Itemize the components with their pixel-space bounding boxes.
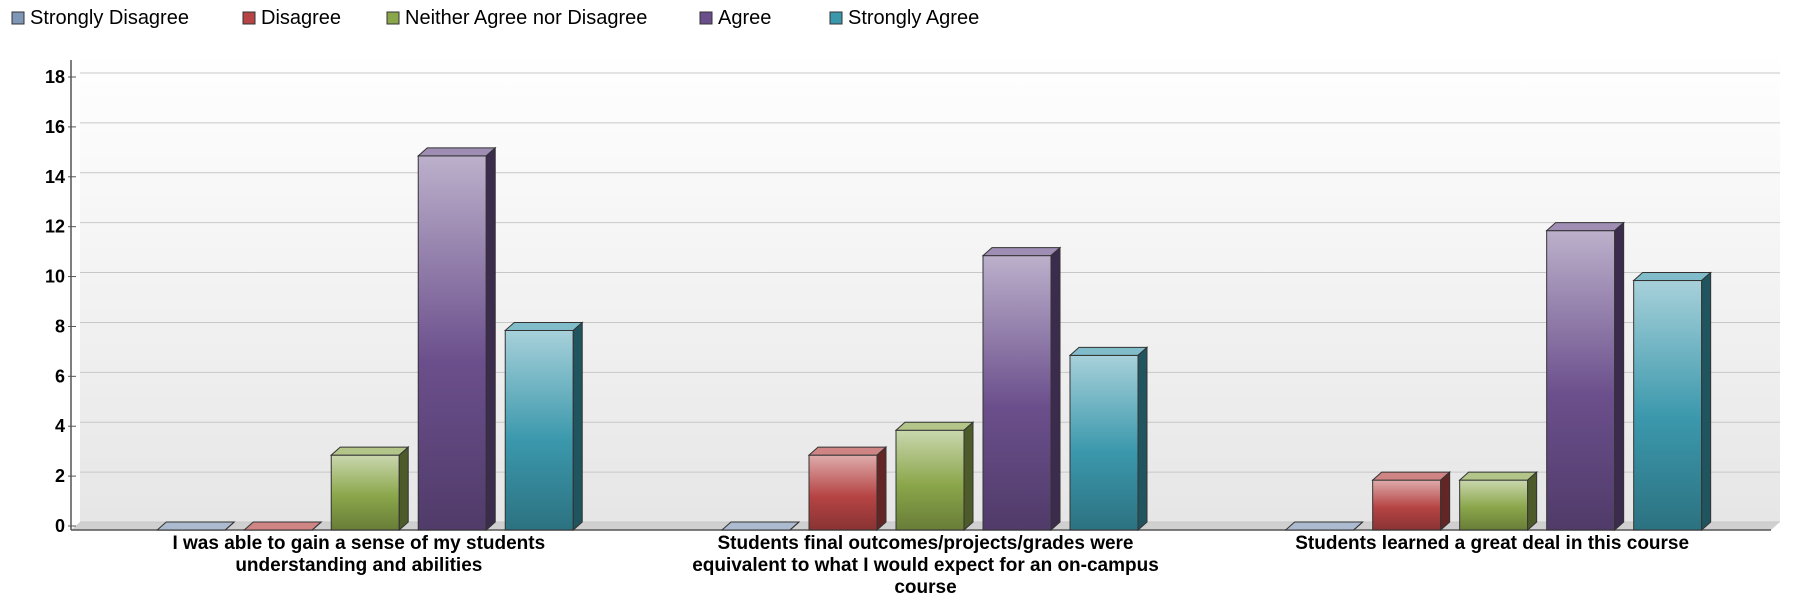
- bar-side: [789, 521, 800, 531]
- bar-side: [485, 146, 496, 532]
- bar-agree-cat-3: [1545, 221, 1625, 532]
- bar-side: [398, 446, 409, 532]
- category-label-line: Students learned a great deal in this co…: [1295, 533, 1689, 554]
- bar-strongly-agree-cat-3: [1632, 271, 1712, 532]
- y-tick-label: 18: [45, 67, 65, 87]
- bar-top: [1632, 272, 1712, 282]
- bar-top: [981, 247, 1062, 257]
- bar-strongly-agree-cat-2: [1068, 346, 1149, 532]
- category-label-line: I was able to gain a sense of my student…: [172, 533, 545, 554]
- category-label-line: course: [894, 577, 956, 598]
- bar-front: [417, 155, 487, 531]
- legend-item-disagree: Disagree: [242, 7, 341, 29]
- y-tick-label: 6: [55, 366, 65, 386]
- bar-strongly-disagree-cat-3: [1284, 521, 1364, 531]
- bar-top: [242, 521, 323, 531]
- bar-top: [155, 521, 236, 531]
- bar-front: [982, 255, 1052, 531]
- bar-side: [876, 446, 887, 532]
- bar-strongly-agree-cat-1: [503, 321, 584, 532]
- bar-side: [224, 521, 235, 531]
- bar-top: [503, 321, 584, 331]
- bar-front: [1372, 479, 1442, 531]
- bar-side: [1614, 221, 1625, 532]
- bar-strongly-disagree-cat-1: [155, 521, 236, 531]
- bar-side: [1440, 470, 1451, 532]
- y-tick-label: 14: [45, 167, 65, 187]
- legend-label: Neither Agree nor Disagree: [405, 7, 647, 29]
- bar-top: [1458, 471, 1538, 481]
- legend-label: Disagree: [261, 7, 341, 29]
- y-tick-label: 8: [55, 316, 65, 336]
- bar-side: [963, 421, 974, 532]
- bar-side: [1137, 346, 1148, 532]
- category-label-line: understanding and abilities: [235, 555, 482, 576]
- legend-swatch: [699, 11, 713, 25]
- bar-front: [1459, 479, 1529, 531]
- bar-top: [416, 147, 497, 157]
- bar-neither-agree-nor-disagree-cat-1: [329, 446, 410, 532]
- y-tick-label: 10: [45, 267, 65, 287]
- y-tick-label: 16: [45, 117, 65, 137]
- bar-top: [807, 446, 888, 456]
- legend-swatch: [829, 11, 843, 25]
- bar-front: [1546, 230, 1616, 531]
- category-label-line: Students final outcomes/projects/grades …: [718, 533, 1134, 554]
- bar-side: [1527, 470, 1538, 532]
- legend-label: Strongly Disagree: [30, 7, 189, 29]
- bar-disagree-cat-3: [1371, 470, 1451, 532]
- legend-label: Agree: [718, 7, 771, 29]
- bar-side: [572, 321, 583, 532]
- legend-swatch: [242, 11, 256, 25]
- bar-front: [1069, 354, 1139, 531]
- bar-side: [1353, 521, 1363, 531]
- legend: Strongly Disagree Disagree Neither Agree n…: [11, 7, 979, 29]
- legend-item-agree: Agree: [699, 7, 771, 29]
- bar-neither-agree-nor-disagree-cat-2: [894, 421, 975, 532]
- category-label-1: I was able to gain a sense of my student…: [172, 533, 545, 576]
- legend-swatch: [386, 11, 400, 25]
- bar-side: [1050, 246, 1061, 532]
- bar-agree-cat-1: [416, 146, 497, 532]
- bar-front: [1633, 280, 1703, 531]
- bar-top: [894, 421, 975, 431]
- bar-top: [720, 521, 801, 531]
- legend-swatch: [11, 11, 25, 25]
- y-tick-label: 2: [55, 466, 65, 486]
- bar-front: [895, 429, 965, 531]
- bar-top: [1545, 222, 1625, 232]
- legend-item-strongly-disagree: Strongly Disagree: [11, 7, 189, 29]
- bar-neither-agree-nor-disagree-cat-3: [1458, 470, 1538, 532]
- category-label-3: Students learned a great deal in this co…: [1295, 533, 1689, 554]
- bar-side: [1701, 271, 1712, 532]
- plot-area: 0 2 4 6 8 10 12 14 16 18 I was able to gain a sens…: [45, 52, 1780, 598]
- bar-agree-cat-2: [981, 246, 1062, 532]
- legend-label: Strongly Agree: [848, 7, 979, 29]
- bar-top: [329, 446, 410, 456]
- category-label-line: equivalent to what I would expect for an…: [692, 555, 1159, 576]
- bar-front: [504, 329, 574, 531]
- bar-disagree-cat-1: [242, 521, 323, 531]
- bar-front: [808, 454, 878, 531]
- bar-top: [1284, 521, 1364, 531]
- y-tick-label: 4: [55, 416, 65, 436]
- bar-disagree-cat-2: [807, 446, 888, 532]
- bar-side: [311, 521, 322, 531]
- y-tick-label: 12: [45, 217, 65, 237]
- bar-top: [1371, 471, 1451, 481]
- bar-strongly-disagree-cat-2: [720, 521, 801, 531]
- bar-front: [330, 454, 400, 531]
- bar-top: [1068, 346, 1149, 356]
- legend-item-neither-agree-nor-disagree: Neither Agree nor Disagree: [386, 7, 647, 29]
- y-tick-label: 0: [55, 516, 65, 536]
- category-label-2: Students final outcomes/projects/grades …: [692, 533, 1159, 598]
- legend-item-strongly-agree: Strongly Agree: [829, 7, 979, 29]
